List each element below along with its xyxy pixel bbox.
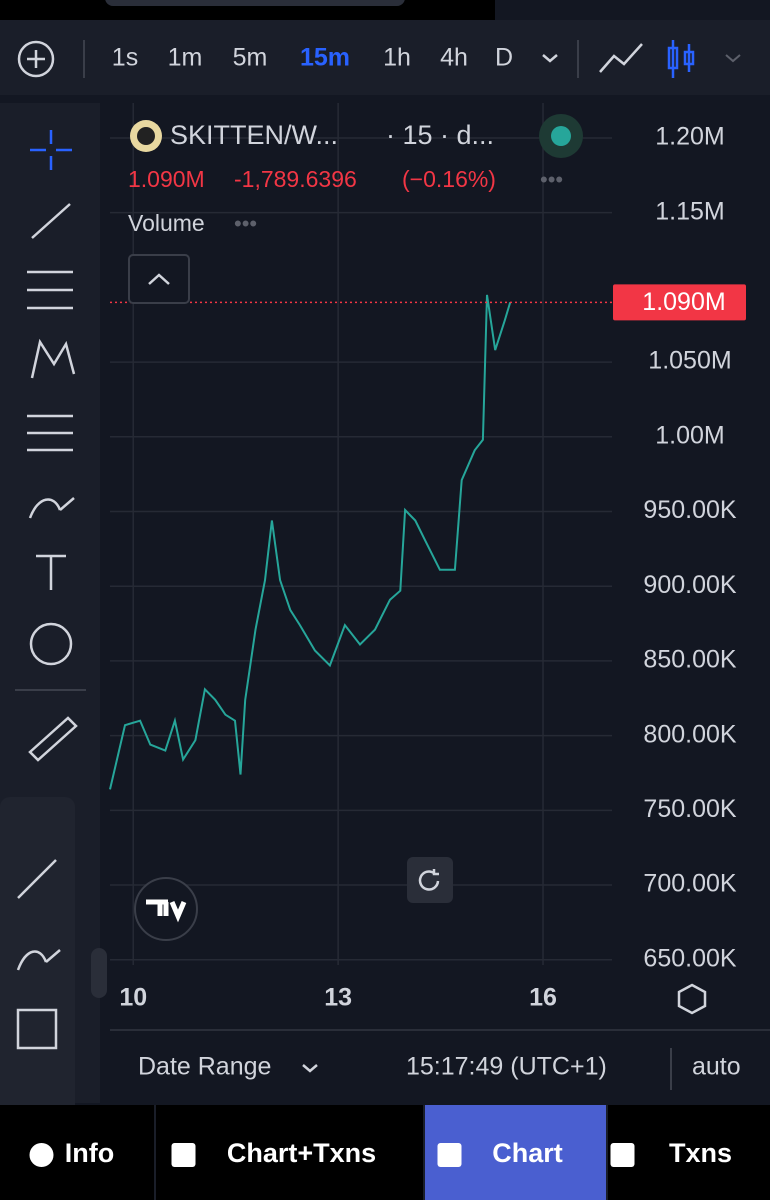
y-tick-label: 700.00K (643, 870, 736, 898)
chart-type-dropdown[interactable] (725, 54, 741, 63)
collapse-icon (148, 273, 170, 285)
tab[interactable] (155, 1105, 424, 1200)
tab[interactable] (0, 1105, 155, 1200)
y-tick-label: 1.15M (655, 197, 724, 225)
tab-label: Info (65, 1138, 114, 1168)
tab-icon (610, 1143, 635, 1167)
last-price-label: 1.090M (642, 288, 725, 316)
add-icon (27, 50, 45, 68)
x-axis: 10 13 16 (119, 984, 557, 1012)
date-range-dropdown (302, 1064, 318, 1073)
tabs: Info Chart+Txns Chart Txns (0, 1105, 770, 1200)
clock: 15:17:49 (UTC+1) (406, 1053, 607, 1081)
x-tick-label: 16 (529, 984, 557, 1012)
timeframe[interactable]: 1s (112, 44, 138, 72)
y-tick-label: 950.00K (643, 496, 736, 524)
tab-icon (171, 1143, 196, 1167)
timeframe[interactable]: D (495, 44, 513, 72)
pattern-tool[interactable] (30, 338, 76, 379)
timeframe[interactable]: 15m (300, 44, 350, 72)
ruler-tool[interactable] (28, 716, 78, 762)
x-tick-label: 13 (324, 984, 352, 1012)
reset-button[interactable] (407, 857, 453, 903)
change: -1,789.6396 (234, 166, 357, 192)
grid (110, 103, 612, 965)
y-tick-label: 1.050M (648, 347, 731, 375)
volume-label: Volume (128, 210, 205, 236)
y-tick-label: 800.00K (643, 720, 736, 748)
tv-logo-mark (146, 899, 187, 923)
timeframes: 1s 1m 5m 15m 1h 4h D (112, 44, 513, 72)
timeframe[interactable]: 1m (168, 44, 203, 72)
line-chart-icon[interactable] (599, 43, 643, 73)
url-pill (105, 0, 405, 6)
change-pct: (−0.16%) (402, 166, 496, 192)
timeframe[interactable]: 5m (233, 44, 268, 72)
emoji-tool[interactable] (29, 622, 73, 666)
more[interactable]: ••• (234, 211, 257, 236)
text-tool[interactable] (36, 554, 66, 590)
status-dot (551, 126, 571, 146)
float-line-tool[interactable] (17, 859, 57, 899)
y-tick-label: 1.00M (655, 421, 724, 449)
reset-icon (418, 869, 440, 891)
x-tick-label: 10 (119, 984, 147, 1012)
float-rect-tool[interactable] (16, 1008, 58, 1050)
last-price-tag (613, 284, 746, 321)
y-tick-label: 850.00K (643, 646, 736, 674)
crosshair-tool[interactable] (30, 130, 72, 170)
tab-icon (437, 1143, 462, 1167)
tab-label: Txns (669, 1138, 732, 1168)
y-tick-label: 750.00K (643, 795, 736, 823)
tab-label: Chart (492, 1138, 563, 1168)
price-line (109, 294, 512, 790)
interval: · 15 · d... (386, 120, 494, 150)
top-right-block (495, 0, 770, 20)
tab-label: Chart+Txns (227, 1138, 376, 1168)
trendline-tool[interactable] (31, 203, 71, 239)
fib-tool[interactable] (27, 270, 73, 310)
prediction-tool[interactable] (27, 414, 73, 452)
timeframe[interactable]: 4h (440, 44, 468, 72)
date-range[interactable]: Date Range (138, 1053, 271, 1081)
collapse-legend[interactable] (128, 254, 190, 304)
collapse-handle[interactable] (91, 948, 107, 998)
floating-toolbar (0, 797, 75, 1117)
brush-tool[interactable] (28, 497, 75, 519)
float-brush-tool[interactable] (16, 949, 61, 971)
candle-icon[interactable] (667, 40, 695, 78)
add-button[interactable] (17, 40, 55, 78)
plot (109, 294, 612, 790)
more[interactable]: ••• (540, 167, 563, 192)
timeframe[interactable]: 1h (383, 44, 411, 72)
y-tick-label: 900.00K (643, 571, 736, 599)
y-axis: 650.00K 700.00K 750.00K 800.00K 850.00K 900.0… (613, 123, 746, 972)
timeframe-dropdown[interactable] (542, 54, 558, 63)
scale-mode[interactable]: auto (692, 1053, 741, 1081)
symbol: SKITTEN/W... (170, 120, 338, 150)
tab-icon (29, 1143, 54, 1167)
settings-icon[interactable] (677, 983, 707, 1015)
price: 1.090M (128, 166, 205, 192)
y-tick-label: 650.00K (643, 944, 736, 972)
toolbar (0, 20, 770, 95)
y-tick-label: 1.20M (655, 123, 724, 151)
token-logo-inner (137, 127, 155, 145)
